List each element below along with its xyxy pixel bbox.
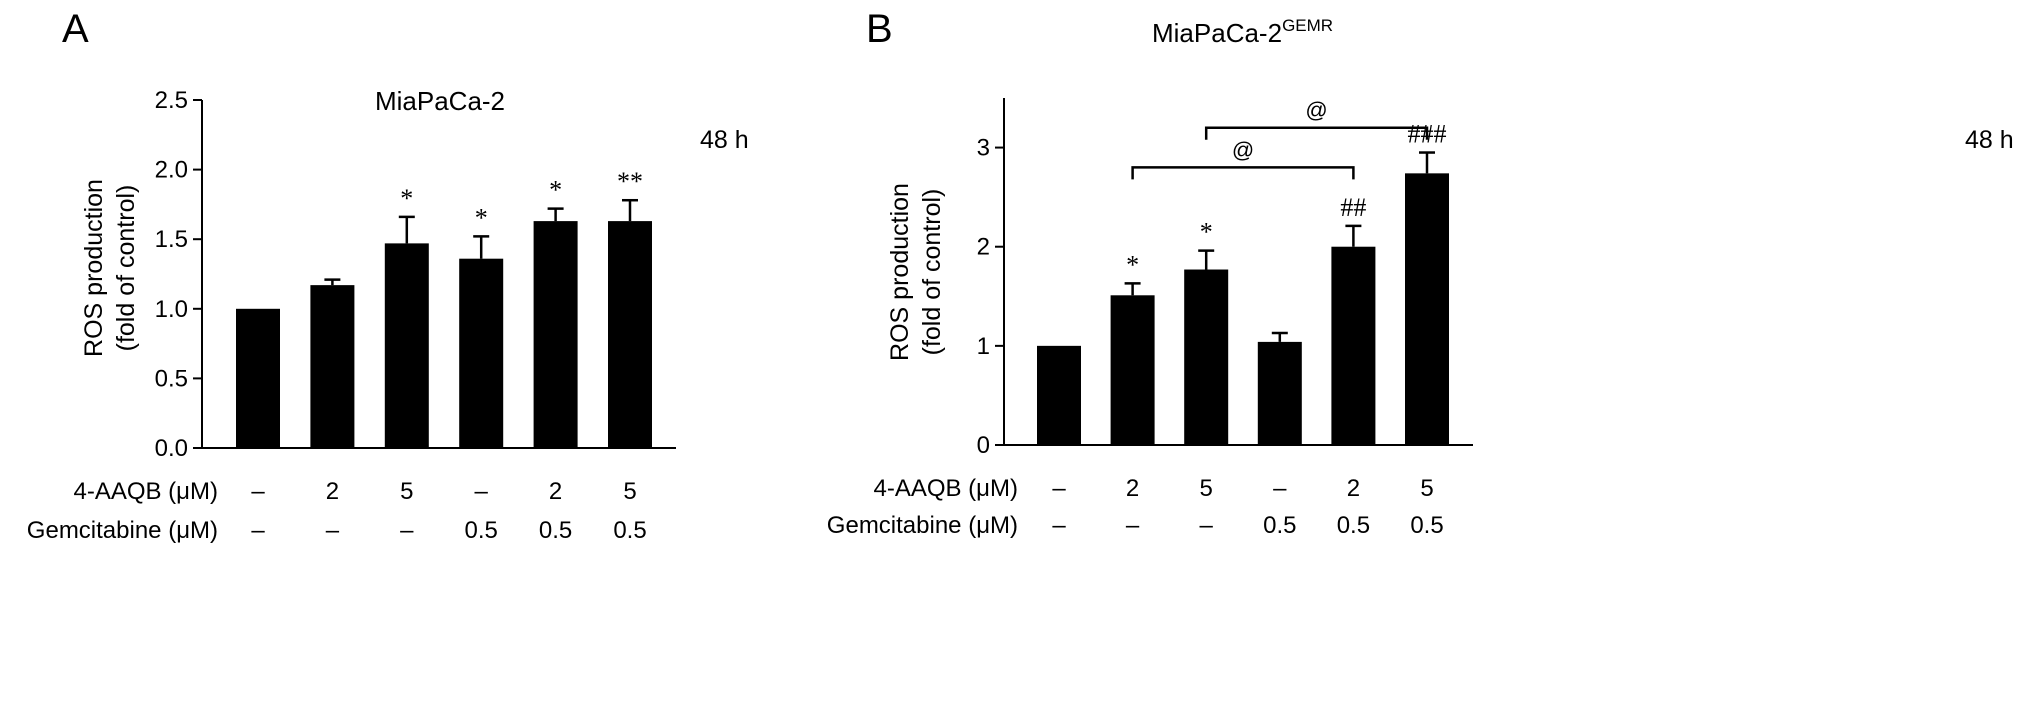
condition-value: 2 <box>549 478 562 505</box>
panel-b: B MiaPaCa-2GEMR 48 h ROS production (fold of… <box>827 7 2014 539</box>
time-label: 48 h <box>700 126 749 154</box>
bar <box>236 308 280 448</box>
panel-letter: B <box>866 7 893 51</box>
condition-value: 5 <box>1200 475 1213 502</box>
y-tick-label: 1.0 <box>155 296 188 323</box>
condition-value: – <box>400 517 414 544</box>
condition-value: – <box>326 517 340 544</box>
condition-value: – <box>251 517 265 544</box>
condition-value: 0.5 <box>1410 512 1443 539</box>
y-tick-label: 2.5 <box>155 87 188 114</box>
condition-value: 2 <box>326 478 339 505</box>
condition-value: 5 <box>623 478 636 505</box>
condition-value: – <box>1126 512 1140 539</box>
bar <box>608 221 652 448</box>
significance-mark: * <box>400 184 413 213</box>
condition-value: 0.5 <box>1337 512 1370 539</box>
significance-mark: ** <box>617 167 643 196</box>
condition-value: 2 <box>1126 475 1139 502</box>
y-tick-label: 3 <box>977 135 990 162</box>
bar <box>533 221 578 448</box>
condition-value: 0.5 <box>1263 512 1296 539</box>
condition-value: – <box>1273 475 1287 502</box>
condition-value: – <box>251 478 265 505</box>
condition-row-label: Gemcitabine (μM) <box>827 512 1018 539</box>
y-tick-label: 0.0 <box>155 435 188 462</box>
chart-title-main: MiaPaCa-2 <box>1152 18 1282 48</box>
y-tick-label: 1 <box>977 333 990 360</box>
condition-value: 5 <box>400 478 413 505</box>
chart-title-superscript: GEMR <box>1282 16 1333 35</box>
panel-a: A MiaPaCa-2 48 h ROS production (fold of con… <box>27 7 749 544</box>
bar <box>384 243 429 448</box>
significance-mark: * <box>475 203 488 232</box>
condition-value: 2 <box>1347 475 1360 502</box>
condition-value: – <box>1052 475 1066 502</box>
y-tick-label: 2.0 <box>155 157 188 184</box>
bar <box>1110 295 1155 445</box>
significance-mark: * <box>549 176 562 205</box>
y-tick-label: 0 <box>977 432 990 459</box>
condition-row-label: 4-AAQB (μM) <box>73 478 218 505</box>
y-axis-label-line2: (fold of control) <box>112 185 140 352</box>
condition-row-label: 4-AAQB (μM) <box>873 475 1018 502</box>
condition-value: 0.5 <box>539 517 572 544</box>
y-tick-label: 2 <box>977 234 990 261</box>
condition-value: – <box>1052 512 1066 539</box>
condition-value: 0.5 <box>613 517 646 544</box>
y-tick-label: 1.5 <box>155 226 188 253</box>
chart-title: MiaPaCa-2GEMR <box>1152 16 1333 48</box>
chart-title: MiaPaCa-2 <box>375 86 505 116</box>
y-axis-label: ROS production <box>80 179 108 357</box>
condition-value: 0.5 <box>465 517 498 544</box>
bar <box>1257 341 1302 445</box>
condition-value: – <box>475 478 489 505</box>
bar <box>310 285 355 448</box>
time-label: 48 h <box>1965 126 2014 154</box>
significance-mark: * <box>1200 218 1213 247</box>
bracket-label: @ <box>1305 98 1327 123</box>
condition-value: 5 <box>1420 475 1433 502</box>
bar <box>1331 246 1376 445</box>
y-axis-label: ROS production <box>886 183 914 361</box>
y-axis-label-line2: (fold of control) <box>918 189 946 356</box>
comparison-bracket <box>1204 126 1429 140</box>
panel-letter: A <box>62 7 89 51</box>
bar <box>1184 269 1229 445</box>
significance-mark: * <box>1126 250 1139 279</box>
bracket-label: @ <box>1232 137 1254 162</box>
significance-mark: ## <box>1340 193 1366 222</box>
chart-title-main: MiaPaCa-2 <box>375 86 505 116</box>
bar <box>1037 345 1081 445</box>
bar <box>1405 173 1449 445</box>
bar <box>459 258 504 448</box>
comparison-bracket <box>1131 166 1355 180</box>
y-tick-label: 0.5 <box>155 365 188 392</box>
condition-value: – <box>1200 512 1214 539</box>
condition-row-label: Gemcitabine (μM) <box>27 517 218 544</box>
